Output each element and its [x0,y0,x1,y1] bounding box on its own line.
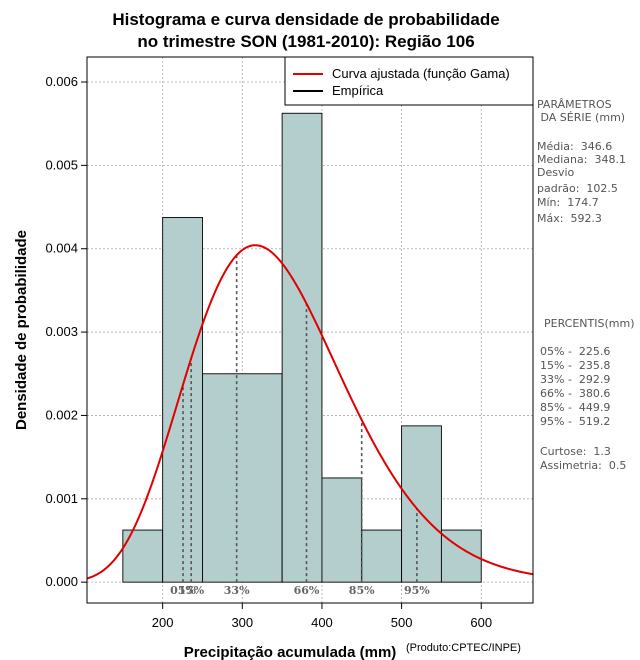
x-tick-label: 500 [391,615,413,630]
percentiles-header: PERCENTIS(mm) [544,317,635,330]
percentile-line: 85% - 449.9 [540,401,610,414]
chart-title-line-2: no trimestre SON (1981-2010): Região 106 [137,32,474,51]
x-tick-label: 300 [231,615,253,630]
curve-layer [86,244,534,580]
percentile-marker-label: 95% [404,584,430,597]
y-tick-label: 0.002 [45,407,78,422]
legend-box [284,56,534,106]
percentile-line: 15% - 235.8 [540,359,610,372]
stats-line: Máx: 592.3 [537,212,602,225]
stats-panel: PARÂMETROS DA SÉRIE (mm) Média: 346.6 Me… [537,98,635,472]
y-tick-label: 0.004 [45,241,78,256]
stats-line: Média: 346.6 [537,140,612,153]
x-tick-label: 400 [311,615,333,630]
histogram-bar [321,477,363,583]
percentile-marker-label: 85% [349,584,375,597]
percentile-layer: 05%15% 33% 66% 85% 95% [170,255,430,597]
y-tick-label: 0.001 [45,491,78,506]
percentile-line: 66% - 380.6 [540,387,610,400]
histogram-bar [401,425,442,583]
histogram-bar [281,112,323,583]
x-tick-label: 200 [152,615,174,630]
y-tick-label: 0.000 [45,574,78,589]
percentile-line: 05% - 225.6 [540,345,610,358]
y-tick-label: 0.006 [45,74,78,89]
fitted-gamma-curve [86,244,534,580]
chart-title-line-1: Histograma e curva densidade de probabil… [112,10,499,29]
percentile-marker-label: 33% [224,584,250,597]
credit-text: (Produto:CPTEC/INPE) [406,642,521,654]
histogram-bar [361,529,403,583]
percentile-marker-label: 15% [178,584,204,597]
kurtosis-line: Curtose: 1.3 [540,445,611,458]
percentile-line: 33% - 292.9 [540,373,610,386]
legend: Curva ajustada (função Gama) Empírica [284,56,534,106]
y-tick-label: 0.005 [45,157,78,172]
y-tick-label: 0.003 [45,324,78,339]
axes-layer: 200 300 400 500 600 0.000 0.001 0.002 0.003 0.004… [45,57,533,630]
percentile-line: 95% - 519.2 [540,415,610,428]
skewness-line: Assimetria: 0.5 [540,459,626,472]
stats-line: Desvio [537,166,575,179]
stats-header-line-2: DA SÉRIE (mm) [537,111,625,124]
percentile-marker-label: 66% [294,584,320,597]
histogram-bar [202,373,283,583]
stats-line: padrão: 102.5 [537,182,618,195]
stats-header-line-1: PARÂMETROS [537,98,612,111]
bars-layer [122,112,482,583]
stats-line: Mín: 174.7 [537,196,599,209]
x-tick-label: 600 [470,615,492,630]
stats-line: Mediana: 348.1 [537,153,626,166]
x-axis-label: Precipitação acumulada (mm) [184,644,397,660]
y-axis-label: Densidade de probabilidade [13,230,30,430]
legend-label-empirical: Empírica [332,83,384,98]
percentile-marker-label: 05% [170,584,196,597]
legend-label-fitted: Curva ajustada (função Gama) [332,66,510,81]
